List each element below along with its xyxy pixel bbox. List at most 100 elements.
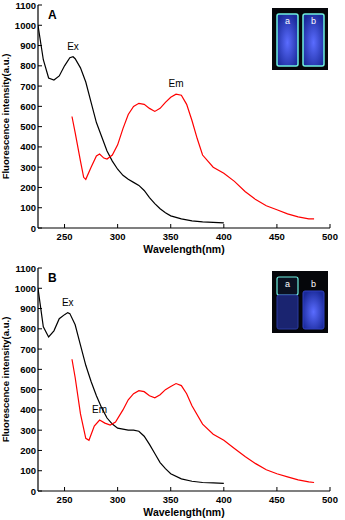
y-tick [38,470,42,471]
series-line [72,94,314,219]
x-tick-label: 250 [57,231,73,242]
x-tick [64,224,65,228]
y-tick-label: 700 [20,81,36,92]
inset-photo [272,8,328,70]
series-label: Em [169,78,184,89]
series-line [72,359,314,482]
panel: 0 100 200 300 400 500 600 700 800 900 1000 1100 250 3… [0,263,338,519]
y-tick-label: 800 [20,60,36,71]
y-tick [38,450,42,451]
panel-label: A [48,8,57,22]
x-tick-label: 450 [269,494,285,505]
y-tick-label: 800 [20,323,36,334]
inset-label: a [285,279,290,289]
y-tick-label: 1000 [15,283,36,294]
y-tick [38,430,42,431]
y-tick [38,228,42,229]
x-tick-label: 400 [216,231,232,242]
y-tick-label: 1100 [15,0,36,11]
x-axis [38,490,330,491]
series-line [38,25,224,223]
vial [303,291,324,329]
series-label: Ex [62,297,74,308]
series-label: Ex [67,41,79,52]
x-axis [38,227,330,228]
y-tick-label: 700 [20,344,36,355]
y-axis [37,5,38,228]
vial [277,14,298,66]
y-tick [38,126,42,127]
y-tick [38,268,42,269]
y-tick-label: 200 [20,182,36,193]
y-tick [38,86,42,87]
y-tick-label: 300 [20,162,36,173]
series-line [38,288,224,483]
y-tick [38,349,42,350]
x-tick [223,224,224,228]
y-tick-label: 900 [20,40,36,51]
x-tick [330,487,331,491]
x-axis-label: Wavelength(nm) [143,243,224,255]
y-tick-label: 500 [20,384,36,395]
y-tick-label: 600 [20,101,36,112]
y-axis-label: Fluorescence intensity(a.u.) [0,317,11,443]
y-tick-label: 500 [20,121,36,132]
vial [277,277,298,295]
x-tick [223,487,224,491]
inset-label: a [285,16,290,26]
y-tick [38,5,42,6]
inset-label: b [311,16,316,26]
y-tick [38,65,42,66]
y-tick [38,328,42,329]
inset-label: b [311,279,316,289]
x-tick-label: 250 [57,494,73,505]
x-tick-label: 450 [269,231,285,242]
vial [303,14,324,66]
y-tick [38,146,42,147]
x-tick [117,487,118,491]
y-tick-label: 100 [20,202,36,213]
x-tick [330,224,331,228]
x-tick [170,224,171,228]
x-tick-label: 500 [322,494,338,505]
x-tick [170,487,171,491]
y-tick-label: 1000 [15,20,36,31]
y-tick-label: 600 [20,364,36,375]
y-tick [38,491,42,492]
vial [277,295,298,329]
panel: 0 100 200 300 400 500 600 700 800 900 1000 1100 250 3… [0,0,338,255]
x-tick-label: 350 [163,231,179,242]
x-tick-label: 350 [163,494,179,505]
x-tick-label: 300 [110,231,126,242]
y-tick-label: 900 [20,303,36,314]
x-tick-label: 300 [110,494,126,505]
x-tick [276,224,277,228]
inset-photo [272,271,328,333]
y-tick [38,207,42,208]
x-tick-label: 500 [322,231,338,242]
x-tick [117,224,118,228]
figure: 0100200300400500600700800900100011002503… [0,0,345,520]
y-tick [38,409,42,410]
y-tick-label: 0 [31,486,36,497]
y-tick [38,167,42,168]
series-label: Em [92,404,107,415]
x-tick [276,487,277,491]
panel-label: B [48,271,57,285]
y-tick-label: 300 [20,425,36,436]
x-tick [64,487,65,491]
y-tick-label: 400 [20,141,36,152]
y-tick [38,106,42,107]
y-tick [38,389,42,390]
y-tick-label: 200 [20,445,36,456]
y-axis [37,268,38,491]
x-axis-label: Wavelength(nm) [143,506,224,518]
y-tick-label: 1100 [15,263,36,274]
y-tick [38,187,42,188]
y-tick-label: 100 [20,465,36,476]
y-tick [38,369,42,370]
y-tick-label: 0 [31,223,36,234]
x-tick-label: 400 [216,494,232,505]
y-axis-label: Fluorescence intensity(a.u.) [0,54,11,180]
y-tick-label: 400 [20,404,36,415]
